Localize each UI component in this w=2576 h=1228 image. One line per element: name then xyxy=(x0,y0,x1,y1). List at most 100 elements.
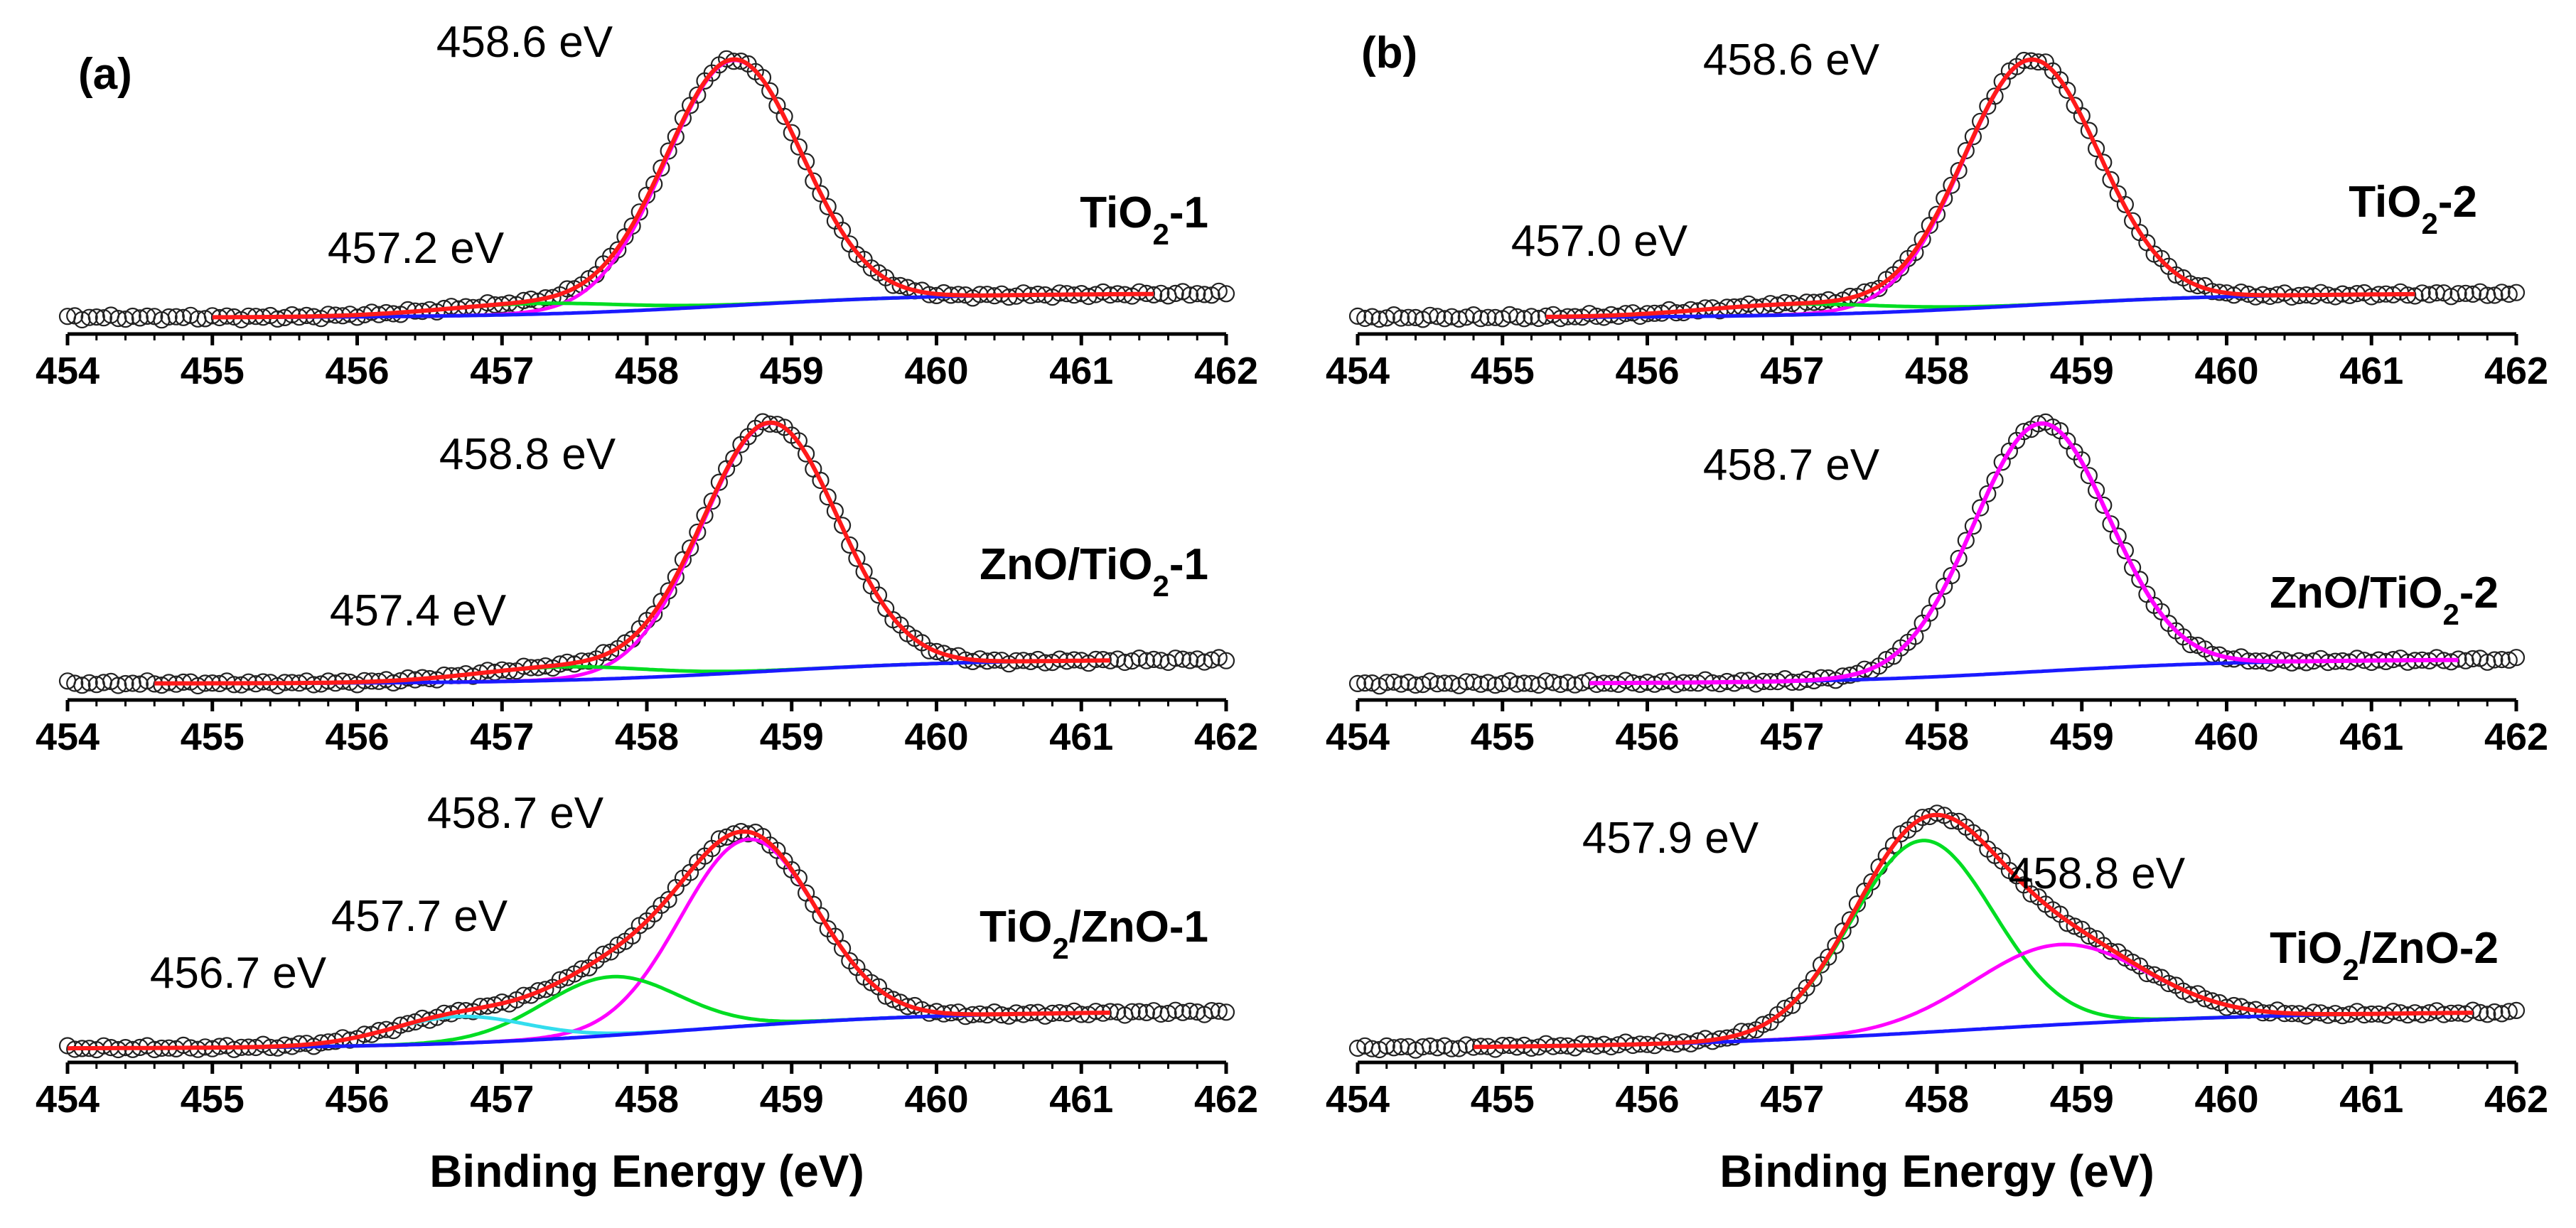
data-point xyxy=(1421,672,1439,690)
x-tick-label: 457 xyxy=(470,1078,534,1121)
sample-label-part: -2 xyxy=(2438,178,2477,227)
data-point xyxy=(826,502,844,520)
data-point xyxy=(1950,162,1968,180)
sample-label-part: TiO xyxy=(2349,178,2421,227)
data-point xyxy=(2189,276,2206,295)
data-point xyxy=(797,153,815,171)
data-point xyxy=(790,432,808,450)
x-tick-label: 456 xyxy=(325,716,389,758)
x-tick-label: 460 xyxy=(904,716,968,758)
data-point xyxy=(1428,1039,1447,1057)
x-tick-label: 458 xyxy=(615,1078,679,1121)
envelope-fit-curve xyxy=(212,57,1154,320)
data-point xyxy=(2420,286,2438,303)
data-point xyxy=(109,310,127,328)
x-tick-label: 462 xyxy=(2484,350,2548,392)
data-point xyxy=(1443,308,1461,325)
data-point xyxy=(2029,53,2047,71)
data-point xyxy=(1123,652,1141,670)
data-point xyxy=(2479,1006,2496,1023)
data-point xyxy=(855,563,873,581)
data-point xyxy=(167,308,185,325)
x-tick-label: 459 xyxy=(2050,350,2114,392)
data-point xyxy=(1188,650,1206,668)
sample-label-part: -1 xyxy=(1169,540,1208,589)
data-point xyxy=(1950,549,1968,568)
data-point xyxy=(790,869,808,887)
x-tick-label: 457 xyxy=(470,716,534,758)
data-point xyxy=(2073,107,2091,125)
data-point xyxy=(1094,283,1112,301)
data-point xyxy=(1472,675,1490,693)
x-tick-label: 461 xyxy=(1049,1078,1113,1121)
sample-label-part: -2 xyxy=(2459,569,2499,618)
x-tick-label: 456 xyxy=(1615,1078,1679,1121)
data-point xyxy=(1479,308,1497,326)
envelope-fit-curve xyxy=(1474,812,2473,1050)
data-point xyxy=(776,107,793,125)
data-point xyxy=(1363,308,1381,325)
data-point xyxy=(1217,652,1235,669)
x-tick-label: 455 xyxy=(181,350,245,392)
data-point xyxy=(87,308,105,326)
sample-label-part: 2 xyxy=(2443,598,2459,631)
data-point xyxy=(1174,650,1192,668)
sample-label-part: 2 xyxy=(1052,932,1068,965)
data-point xyxy=(1166,284,1184,302)
data-point xyxy=(2080,467,2098,485)
data-point xyxy=(2088,140,2105,158)
sample-label-part: /ZnO-1 xyxy=(1069,903,1208,952)
data-point xyxy=(1559,674,1577,691)
x-tick-label: 454 xyxy=(1326,1078,1390,1121)
data-point xyxy=(1957,532,1975,549)
data-point xyxy=(1457,308,1475,326)
data-point xyxy=(1348,674,1367,693)
data-point xyxy=(1378,309,1395,327)
data-point xyxy=(537,981,554,998)
sample-label-part: TiO xyxy=(980,903,1052,952)
chart-b-1: 454 455 456 457 458 459 460 461 462 458.7 eV ZnO/T… xyxy=(1326,413,2548,758)
data-point xyxy=(160,308,178,326)
data-point xyxy=(1943,176,1960,194)
peak-annotation: 458.8 eV xyxy=(2009,849,2186,898)
data-point xyxy=(131,309,149,327)
charts-area: 454 455 456 457 458 459 460 461 462 458.6 eV 457.2… xyxy=(36,18,2548,1197)
peak-annotation: 458.6 eV xyxy=(436,18,613,67)
x-tick-label: 454 xyxy=(1326,350,1390,392)
data-point xyxy=(696,507,714,524)
data-point xyxy=(2159,974,2178,993)
x-tick-label: 456 xyxy=(1615,350,1679,392)
data-point xyxy=(1508,675,1526,693)
data-point xyxy=(1166,1001,1184,1019)
data-point xyxy=(66,674,84,692)
sample-label: TiO2/ZnO-2 xyxy=(2270,924,2499,986)
x-tick-label: 456 xyxy=(325,1078,389,1121)
peak-annotation: 456.7 eV xyxy=(150,949,327,998)
x-tick-label: 461 xyxy=(1049,716,1113,758)
data-point xyxy=(1972,112,1990,130)
data-point xyxy=(109,677,127,694)
data-point xyxy=(1964,517,1982,535)
data-point xyxy=(1217,1003,1235,1021)
data-point xyxy=(573,960,591,978)
data-point xyxy=(805,172,822,190)
sample-label: TiO2-2 xyxy=(2349,178,2477,240)
data-point xyxy=(1537,1035,1555,1052)
data-point xyxy=(1181,286,1199,304)
data-point xyxy=(833,517,852,534)
data-point xyxy=(1464,673,1483,691)
sample-label: TiO2/ZnO-1 xyxy=(980,903,1208,965)
x-tick-label: 457 xyxy=(1760,1078,1824,1121)
x-tick-label: 459 xyxy=(760,716,824,758)
data-point xyxy=(1515,310,1533,328)
x-tick-label: 457 xyxy=(470,350,534,392)
data-point xyxy=(1407,308,1424,326)
data-point xyxy=(2500,651,2518,669)
sample-label-part: 2 xyxy=(2422,207,2438,240)
data-point xyxy=(1964,128,1982,146)
envelope-fit-curve xyxy=(1545,57,2415,319)
data-point xyxy=(1159,1004,1177,1023)
x-tick-label: 455 xyxy=(1471,350,1535,392)
data-point xyxy=(2095,154,2113,171)
data-point xyxy=(1914,230,1931,248)
